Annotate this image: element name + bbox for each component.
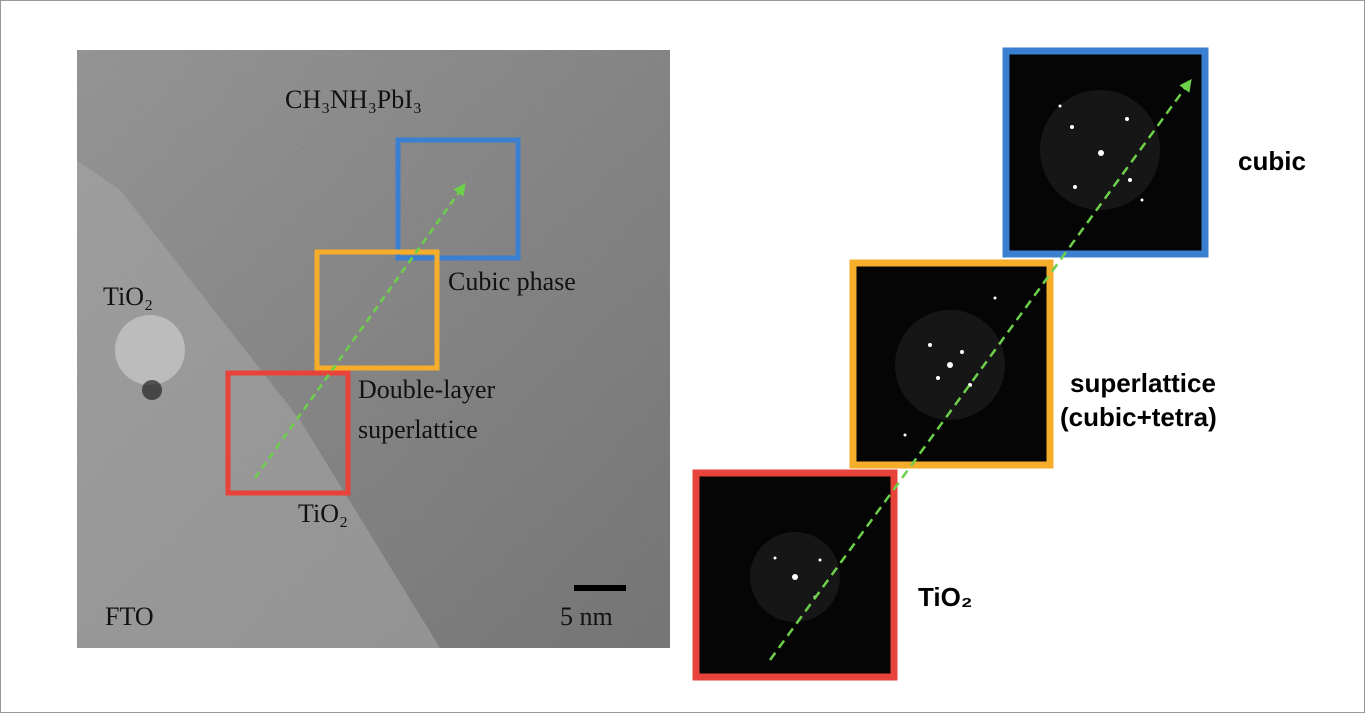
superlattice-label: (cubic+tetra) [1060, 402, 1217, 432]
figure: CH₃NH₃PbI₃ TiO₂ Cubic phase Double-layer… [0, 0, 1365, 713]
tio2-label: TiO₂ [298, 499, 348, 528]
tio2-fft-label: TiO₂ [918, 582, 972, 612]
cubic-label: cubic [1238, 146, 1306, 176]
tio2-label: TiO₂ [103, 282, 153, 311]
cubic-phase-label: Cubic phase [448, 267, 576, 296]
fft-spots [750, 90, 1160, 622]
tem-image: CH₃NH₃PbI₃ TiO₂ Cubic phase Double-layer… [77, 50, 670, 648]
compound-label: CH₃NH₃PbI₃ [285, 85, 422, 114]
double-layer-label: superlattice [358, 415, 478, 444]
superlattice-label: superlattice [1070, 368, 1216, 398]
fft-panels: cubic superlattice (cubic+tetra) TiO₂ [696, 51, 1306, 677]
fto-label: FTO [105, 602, 154, 631]
double-layer-label: Double-layer [358, 375, 496, 404]
scale-bar-label: 5 nm [560, 602, 613, 631]
